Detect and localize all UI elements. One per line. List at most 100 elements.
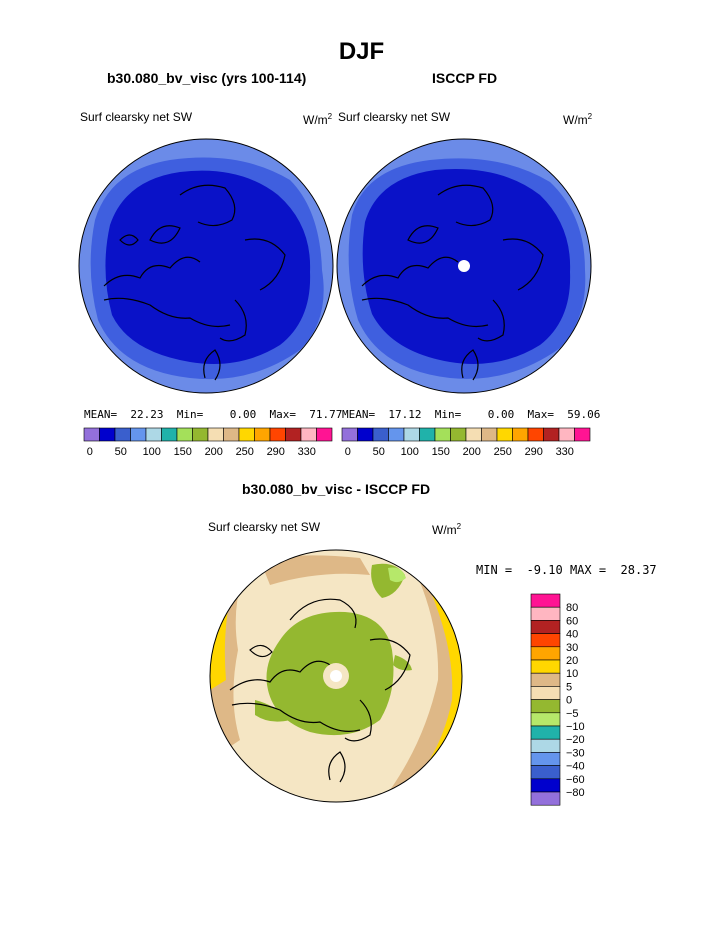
panel2-title: ISCCP FD	[432, 70, 498, 86]
colorbar-tick-label: 290	[525, 446, 543, 458]
panel2-stats: MEAN= 17.12 Min= 0.00 Max= 59.06	[342, 408, 601, 421]
colorbar-tick-label: −5	[566, 708, 579, 720]
colorbar-tick-label: 150	[174, 446, 192, 458]
colorbar-swatch	[357, 427, 374, 442]
colorbar-swatch	[530, 752, 561, 766]
colorbar-swatch	[530, 699, 561, 714]
diff-lightgreen-north	[388, 567, 406, 583]
colorbar-swatch	[269, 427, 286, 442]
panel1-units: W/m2	[303, 112, 333, 127]
colorbar-panel1: 0 50 100 150 200 250 290 330	[83, 427, 333, 458]
panel2-variable-label: Surf clearsky net SW	[338, 110, 451, 124]
diff-green-east	[393, 655, 412, 671]
colorbar-swatch	[388, 427, 405, 442]
colorbar-tick-label: 0	[566, 695, 572, 707]
panel1-title: b30.080_bv_visc (yrs 100-114)	[107, 70, 307, 86]
colorbar-swatch	[530, 725, 561, 740]
colorbar-swatch	[481, 427, 498, 442]
diff-tan-north	[260, 555, 370, 585]
colorbar-tick-label: 330	[298, 446, 316, 458]
colorbar-tick-label: 200	[205, 446, 223, 458]
colorbar-swatch	[285, 427, 302, 442]
colorbar-swatch	[238, 427, 255, 442]
colorbar-tick-label: 0	[345, 446, 351, 458]
colorbar-swatch	[223, 427, 240, 442]
colorbar-swatch	[496, 427, 513, 442]
diff-missing-pole	[330, 670, 342, 682]
colorbar-swatch	[530, 765, 561, 780]
panel1-stats: MEAN= 22.23 Min= 0.00 Max= 71.77	[84, 408, 343, 421]
colorbar-swatch	[403, 427, 420, 442]
colorbar-swatch	[254, 427, 271, 442]
colorbar-swatch	[419, 427, 436, 442]
colorbar-swatch	[530, 791, 561, 806]
colorbar-swatch	[530, 646, 561, 661]
colorbar-tick-label: −60	[566, 774, 585, 786]
colorbar-tick-label: 290	[267, 446, 285, 458]
colorbar-swatch	[207, 427, 224, 442]
colorbar-swatch	[316, 427, 333, 442]
colorbar-panel2: 0 50 100 150 200 250 290 330	[341, 427, 591, 458]
colorbar-tick-label: 100	[401, 446, 419, 458]
map-panel-isccp	[336, 138, 592, 394]
colorbar-swatch	[574, 427, 591, 442]
colorbar-swatch	[530, 633, 561, 648]
diff-stats: MIN = -9.10 MAX = 28.37	[476, 563, 657, 577]
colorbar-swatch	[530, 712, 561, 727]
colorbar-swatch	[530, 686, 561, 700]
colorbar-tick-label: 250	[236, 446, 254, 458]
colorbar-swatch	[465, 427, 482, 442]
colorbar-tick-label: 150	[432, 446, 450, 458]
colorbar-swatch	[145, 427, 162, 442]
colorbar-swatch	[530, 659, 561, 674]
map1-border	[78, 138, 334, 394]
colorbar-swatch	[341, 427, 358, 442]
colorbar-swatch	[434, 427, 451, 442]
page-title: DJF	[338, 38, 385, 65]
colorbar-swatch	[372, 427, 389, 442]
colorbar-swatch	[543, 427, 560, 442]
diff-coastlines	[229, 598, 411, 783]
colorbar-swatch	[176, 427, 193, 442]
map-panel-difference	[209, 549, 463, 803]
colorbar-tick-label: 40	[566, 629, 578, 641]
colorbar-swatch	[114, 427, 131, 442]
colorbar-tick-label: 20	[566, 655, 578, 667]
colorbar-swatch	[99, 427, 116, 442]
colorbar-swatch	[530, 778, 561, 793]
colorbar-swatch	[530, 672, 561, 687]
colorbar-swatch	[530, 620, 561, 634]
colorbar-tick-label: −40	[566, 761, 585, 773]
colorbar-swatch	[530, 738, 561, 753]
map2-coastlines	[361, 184, 544, 381]
colorbar-tick-label: 10	[566, 668, 578, 680]
colorbar-tick-label: 30	[566, 642, 578, 654]
colorbar-tick-label: 0	[87, 446, 93, 458]
colorbar-tick-label: 250	[494, 446, 512, 458]
diff-variable-label: Surf clearsky net SW	[208, 520, 321, 534]
colorbar-tick-label: 60	[566, 615, 578, 627]
map2-border	[336, 138, 592, 394]
panel2-units: W/m2	[563, 112, 593, 127]
colorbar-tick-label: 200	[463, 446, 481, 458]
colorbar-tick-label: 50	[115, 446, 127, 458]
map1-polar-cap	[105, 170, 311, 364]
diff-units: W/m2	[432, 522, 462, 537]
map2-missing-pole	[458, 260, 470, 272]
colorbar-swatch	[558, 427, 575, 442]
colorbar-tick-label: 50	[373, 446, 385, 458]
colorbar-swatch	[161, 427, 178, 442]
diff-title: b30.080_bv_visc - ISCCP FD	[242, 481, 431, 497]
colorbar-tick-label: −30	[566, 747, 585, 759]
colorbar-swatch	[530, 606, 561, 621]
colorbar-swatch	[300, 427, 317, 442]
colorbar-tick-label: −10	[566, 721, 585, 733]
colorbar-swatch	[450, 427, 467, 442]
colorbar-swatch	[527, 427, 544, 442]
colorbar-swatch	[83, 427, 100, 442]
colorbar-tick-label: 330	[556, 446, 574, 458]
colorbar-tick-label: 100	[143, 446, 161, 458]
colorbar-tick-label: 5	[566, 681, 572, 693]
